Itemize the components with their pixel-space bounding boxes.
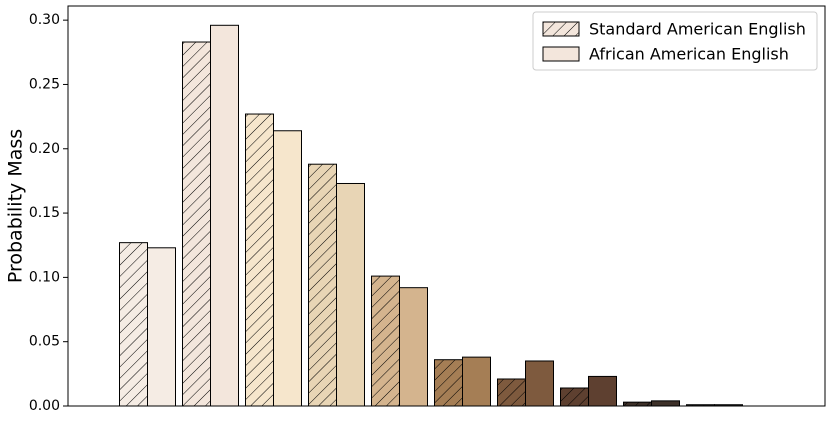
bar (245, 113, 274, 407)
legend-swatch (542, 46, 580, 62)
legend-label: African American English (589, 45, 789, 64)
bar (497, 378, 526, 407)
bar (147, 247, 176, 407)
bar (182, 41, 211, 407)
bar (560, 387, 589, 407)
y-tick-label: 0.15 (29, 205, 60, 221)
y-tick-label: 0.25 (29, 76, 60, 92)
bar (273, 130, 302, 407)
bar (623, 401, 652, 407)
bar (434, 359, 463, 407)
bar (399, 287, 428, 407)
y-tick-label: 0.30 (29, 12, 60, 28)
bar (588, 375, 617, 407)
bar (371, 275, 400, 407)
legend-swatch (542, 21, 580, 37)
y-tick-label: 0.00 (29, 398, 60, 414)
bar (119, 242, 148, 407)
plot-frame (67, 5, 826, 407)
y-tick-label: 0.20 (29, 141, 60, 157)
y-axis-label: Probability Mass (5, 129, 27, 283)
legend-label: Standard American English (589, 20, 806, 39)
bar (308, 163, 337, 407)
bar (525, 360, 554, 407)
bar (651, 400, 680, 407)
y-tick-label: 0.05 (29, 334, 60, 350)
bar (462, 356, 491, 407)
bar (336, 182, 365, 407)
legend-box (532, 11, 818, 71)
y-tick-label: 0.10 (29, 269, 60, 285)
bar (210, 24, 239, 407)
